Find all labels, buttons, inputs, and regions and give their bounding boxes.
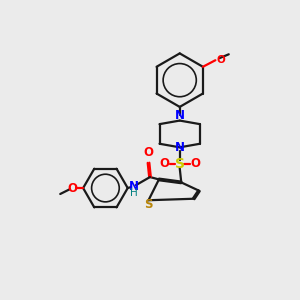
Text: O: O: [143, 146, 154, 159]
Text: O: O: [160, 158, 170, 170]
Text: N: N: [175, 141, 185, 154]
Text: O: O: [68, 182, 77, 194]
Text: O: O: [190, 158, 200, 170]
Text: H: H: [130, 188, 138, 197]
Text: O: O: [217, 55, 225, 64]
Text: N: N: [129, 180, 139, 193]
Text: N: N: [175, 109, 185, 122]
Text: S: S: [144, 198, 152, 211]
Text: S: S: [175, 157, 185, 171]
